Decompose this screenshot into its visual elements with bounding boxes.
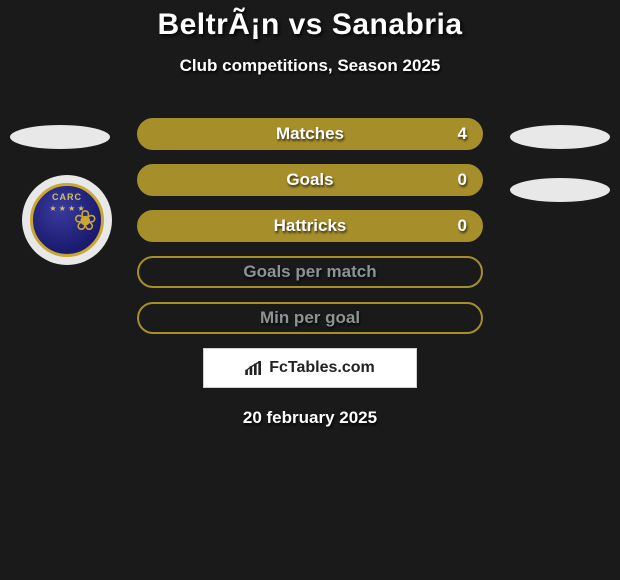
- club-badge: CARC ★ ★ ★ ★ ❀: [22, 175, 112, 265]
- player-oval-right-2: [510, 178, 610, 202]
- stat-bar-label: Matches: [276, 124, 344, 144]
- fctables-logo-box[interactable]: FcTables.com: [203, 348, 417, 388]
- stat-bar: Goals 0: [137, 164, 483, 196]
- stat-bars: Matches 4 Goals 0 Hattricks 0 Goals per match M…: [137, 118, 483, 334]
- stat-bar-value: 0: [458, 170, 467, 190]
- player-oval-left: [10, 125, 110, 149]
- stat-bar: Hattricks 0: [137, 210, 483, 242]
- stat-bar-value: 0: [458, 216, 467, 236]
- date-label: 20 february 2025: [0, 408, 620, 428]
- chart-icon: [245, 361, 263, 375]
- fctables-logo-text: FcTables.com: [269, 359, 375, 377]
- stat-bar: Min per goal: [137, 302, 483, 334]
- stat-bar-value: 4: [458, 124, 467, 144]
- stat-bar-label: Goals per match: [243, 262, 376, 282]
- page-title: BeltrÃ¡n vs Sanabria: [0, 8, 620, 42]
- stat-bar: Goals per match: [137, 256, 483, 288]
- stat-bar: Matches 4: [137, 118, 483, 150]
- club-badge-inner: CARC ★ ★ ★ ★ ❀: [30, 183, 104, 257]
- subtitle: Club competitions, Season 2025: [0, 56, 620, 76]
- laurel-icon: ❀: [74, 204, 97, 237]
- player-oval-right-1: [510, 125, 610, 149]
- comparison-card: BeltrÃ¡n vs Sanabria Club competitions, …: [0, 0, 620, 428]
- stat-bar-label: Hattricks: [274, 216, 347, 236]
- stat-bar-label: Goals: [286, 170, 333, 190]
- club-badge-text: CARC: [33, 192, 101, 202]
- stat-bar-label: Min per goal: [260, 308, 360, 328]
